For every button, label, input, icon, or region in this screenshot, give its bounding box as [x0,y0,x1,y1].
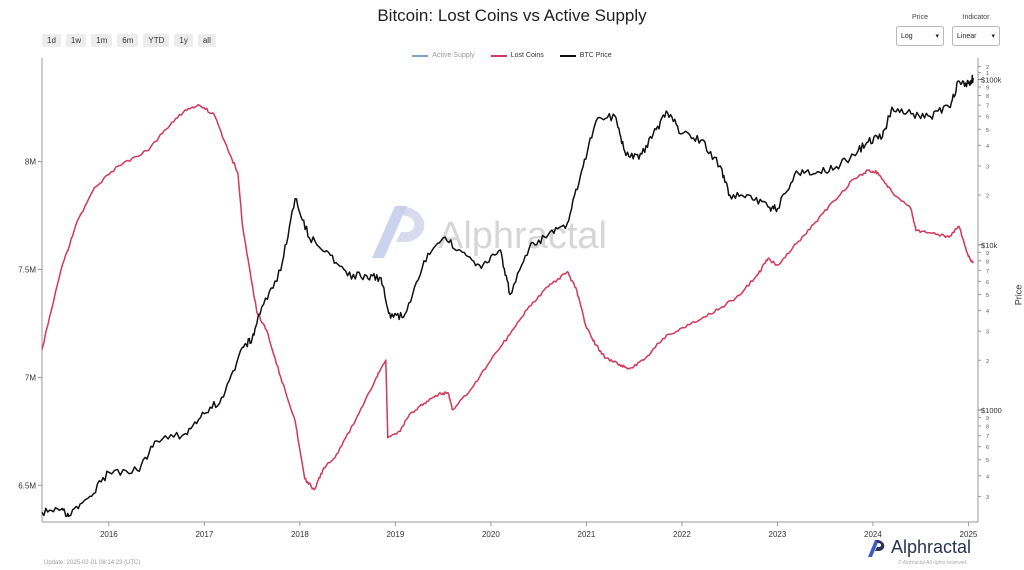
x-tick-label: 2018 [291,530,309,539]
right-y-minor-label: 8 [986,94,989,100]
right-y-minor-label: 5 [986,293,989,299]
range-button-all[interactable]: all [197,34,216,47]
right-y-major-label: $1000 [981,406,1002,415]
range-button-1d[interactable]: 1d [42,34,61,47]
right-y-minor-label: 2 [986,194,989,200]
right-y-minor-label: 6 [986,445,989,451]
right-y-minor-label: 2 [986,359,989,365]
right-y-minor-label: 8 [986,259,989,265]
right-y-minor-label: 9 [986,251,989,257]
right-y-minor-label: 5 [986,128,989,134]
left-y-tick-label: 7.5M [18,265,36,274]
brand-logo-icon [868,539,885,557]
right-y-minor-label: 3 [986,330,989,336]
right-axis-label: Price [1013,284,1024,306]
watermark-logo-icon [372,206,407,258]
right-y-minor-label: 4 [986,144,989,150]
right-y-minor-label: 6 [986,115,989,121]
legend-label-btc-price: BTC Price [579,52,612,59]
legend-item-lost-coins[interactable]: Lost Coins [490,52,544,59]
copyright: © Alphractal All rights reserved [898,560,967,566]
legend-swatch-lost-coins [490,54,507,57]
price-scale-value: Log [901,32,913,40]
range-selector: 1d 1w 1m 6m YTD 1y all [42,34,216,47]
x-tick-label: 2023 [769,530,787,539]
range-button-ytd[interactable]: YTD [143,34,170,47]
right-y-minor-label: 7 [986,269,989,275]
x-tick-label: 2016 [100,530,118,539]
right-y-major-label: $100k [981,76,1002,85]
chevron-down-icon: ▾ [991,33,995,40]
legend: Active Supply Lost Coins BTC Price [0,52,1024,59]
price-scale-control: Price Log ▾ [896,14,944,46]
x-tick-label: 2025 [960,530,978,539]
legend-swatch-active-supply [412,54,429,57]
indicator-scale-label: Indicator [962,14,990,21]
price-scale-label: Price [912,14,928,21]
right-y-minor-label: 9 [986,416,989,422]
range-button-1w[interactable]: 1w [65,34,87,47]
x-tick-label: 2020 [482,530,500,539]
legend-item-btc-price[interactable]: BTC Price [559,52,612,59]
x-tick-label: 2017 [195,530,213,539]
right-y-minor-label: 9 [986,86,989,92]
right-y-minor-label: 7 [986,104,989,110]
right-y-minor-label: 7 [986,434,989,440]
lost-coins-line [41,103,974,491]
indicator-scale-value: Linear [957,32,977,40]
update-timestamp: Update: 2025-02-01 08:14:23 (UTC) [44,560,141,566]
right-y-minor-label: 6 [986,280,989,286]
right-y-minor-label: 2 [986,65,989,71]
right-y-minor-label: 3 [986,495,989,501]
right-y-minor-label: 4 [986,309,989,315]
x-tick-label: 2022 [673,530,691,539]
left-y-tick-label: 7M [25,373,36,382]
range-button-1y[interactable]: 1y [174,34,193,47]
right-y-minor-label: 1 [986,71,989,77]
legend-label-active-supply: Active Supply [432,52,475,59]
range-button-6m[interactable]: 6m [117,34,139,47]
legend-swatch-btc-price [559,54,576,57]
left-y-tick-label: 8M [25,158,36,167]
legend-item-active-supply[interactable]: Active Supply [412,52,475,59]
x-tick-label: 2021 [578,530,596,539]
right-y-minor-label: 5 [986,458,989,464]
indicator-scale-select[interactable]: Linear ▾ [952,26,1000,46]
right-y-minor-label: 4 [986,474,989,480]
brand-logo: Alphractal [866,537,971,558]
x-tick-label: 2019 [386,530,404,539]
brand-text: Alphractal [891,537,972,557]
chevron-down-icon: ▾ [935,33,939,40]
indicator-scale-control: Indicator Linear ▾ [952,14,1000,46]
right-y-minor-label: 8 [986,425,989,431]
chart-title: Bitcoin: Lost Coins vs Active Supply [377,6,647,25]
watermark-text: Alphractal [438,215,607,257]
btc-price-line [41,74,974,518]
right-y-major-label: $10k [981,241,998,250]
watermark: Alphractal [372,206,607,258]
right-y-minor-label: 3 [986,164,989,170]
range-button-1m[interactable]: 1m [91,34,113,47]
left-y-tick-label: 6.5M [18,481,36,490]
watermark-logo-icon-part [396,206,425,242]
price-scale-select[interactable]: Log ▾ [896,26,944,46]
x-tick-label: 2024 [864,530,882,539]
legend-label-lost-coins: Lost Coins [510,52,544,59]
